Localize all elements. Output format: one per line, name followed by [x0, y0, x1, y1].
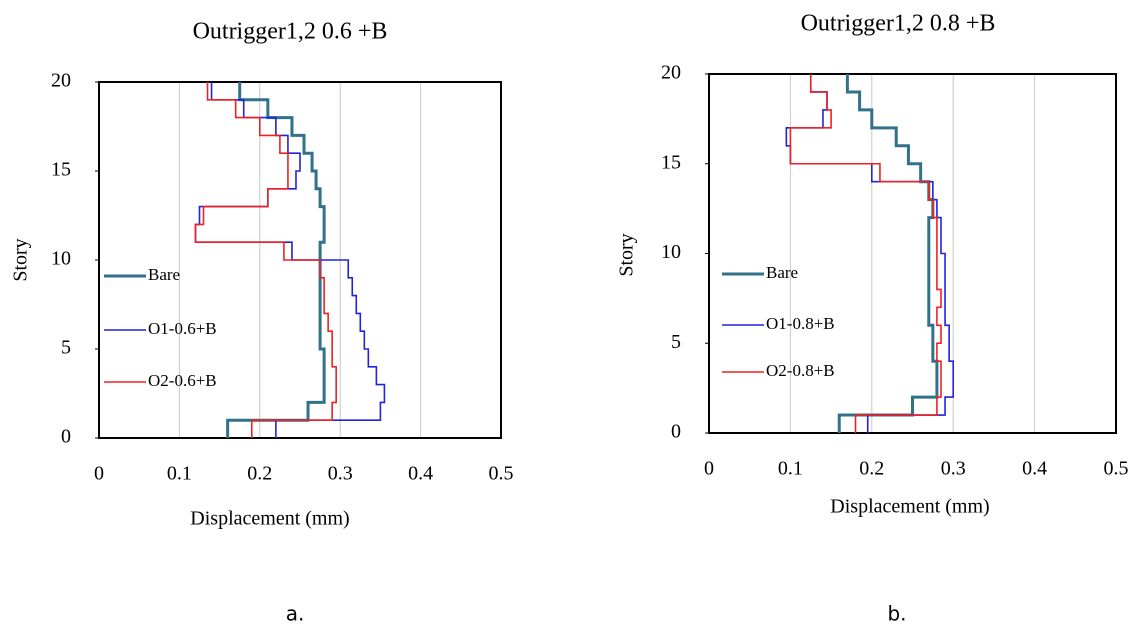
- x-tick-label: 0.4: [1022, 458, 1047, 480]
- y-tick-label: 10: [661, 241, 681, 263]
- x-tick-label: 0.1: [778, 458, 803, 480]
- x-tick-label: 0.3: [941, 458, 966, 480]
- x-tick-label: 0: [704, 458, 714, 480]
- series-line: [194, 82, 337, 438]
- x-tick-label: 0.2: [247, 463, 272, 485]
- x-tick-label: 0.5: [489, 463, 514, 485]
- x-tick-label: 0.5: [1104, 458, 1129, 480]
- caption: a.: [286, 602, 305, 626]
- y-tick-label: 0: [61, 426, 71, 448]
- x-axis-label: Displacement (mm): [830, 496, 989, 518]
- x-tick-label: 0.1: [167, 463, 192, 485]
- y-tick-label: 0: [671, 421, 681, 443]
- legend-label: O2-0.8+B: [766, 361, 835, 380]
- y-tick-label: 15: [51, 159, 71, 181]
- series-line: [837, 74, 939, 433]
- x-tick-label: 0.2: [859, 458, 884, 480]
- y-tick-label: 10: [51, 248, 71, 270]
- series-line: [789, 74, 942, 433]
- chart-title: Outrigger1,2 0.6 +B: [193, 19, 388, 45]
- y-tick-label: 20: [51, 70, 71, 92]
- y-axis-label: Story: [10, 238, 32, 281]
- y-tick-label: 5: [61, 337, 71, 359]
- x-tick-label: 0: [94, 463, 104, 485]
- x-tick-label: 0.4: [408, 463, 433, 485]
- legend-label: Bare: [148, 265, 180, 284]
- legend-label: Bare: [766, 263, 798, 282]
- legend-label: O2-0.6+B: [148, 371, 217, 390]
- caption: b.: [887, 602, 906, 626]
- chart-title: Outrigger1,2 0.8 +B: [801, 11, 996, 37]
- y-tick-label: 15: [661, 151, 681, 173]
- y-axis-label: Story: [616, 233, 638, 276]
- legend-label: O1-0.8+B: [766, 314, 835, 333]
- y-tick-label: 20: [661, 62, 681, 84]
- series-line: [226, 82, 326, 438]
- x-axis-label: Displacement (mm): [190, 508, 349, 530]
- y-tick-label: 5: [671, 331, 681, 353]
- plot-frame: [708, 73, 1117, 434]
- x-tick-label: 0.3: [328, 463, 353, 485]
- plot-frame: [98, 81, 502, 439]
- legend-label: O1-0.6+B: [148, 319, 217, 338]
